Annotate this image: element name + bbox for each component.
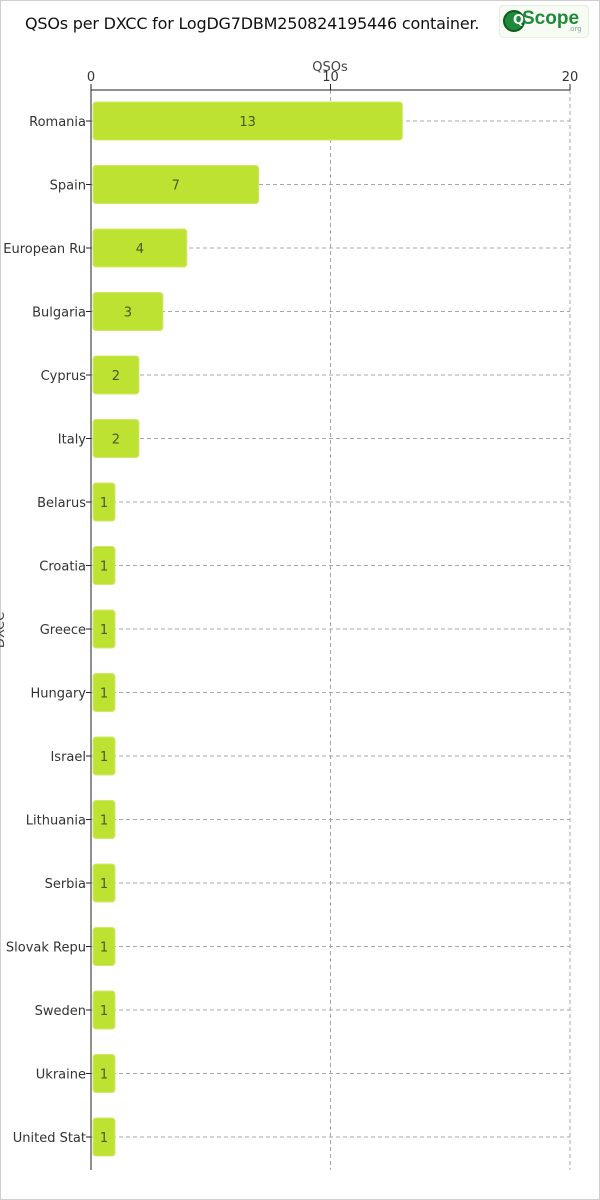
bar: [92, 736, 116, 776]
category-label: Bulgaria: [32, 306, 86, 321]
chart-title: QSOs per DXCC for LogDG7DBM250824195446 …: [25, 14, 480, 33]
bar-value-label: 1: [100, 1004, 108, 1019]
bar-value-label: 1: [100, 560, 108, 575]
y-axis-title: DXCC: [0, 612, 8, 648]
category-label: Israel: [50, 750, 86, 765]
category-label: United Stat: [13, 1131, 86, 1146]
bar-value-label: 1: [100, 941, 108, 956]
logo-subtext: .org: [568, 25, 582, 33]
x-tick-label: 20: [562, 70, 579, 85]
bar: [92, 228, 188, 268]
category-label: Cyprus: [41, 369, 87, 384]
bar-value-label: 1: [100, 877, 108, 892]
bar-value-label: 7: [172, 179, 180, 194]
bar-value-label: 1: [100, 750, 108, 765]
bar-value-label: 1: [100, 496, 108, 511]
bar: [92, 355, 140, 395]
x-axis-title: QSOs: [312, 60, 348, 75]
x-tick-label: 0: [87, 70, 95, 85]
bar-value-label: 1: [100, 623, 108, 638]
bar-value-label: 1: [100, 814, 108, 829]
magnifier-icon: Q: [503, 10, 525, 32]
category-label: Greece: [40, 623, 86, 638]
bar-value-label: 1: [100, 1068, 108, 1083]
category-label: Croatia: [39, 560, 86, 575]
bar-value-label: 4: [136, 242, 144, 257]
logo-text: Scope: [522, 8, 580, 29]
bar: [92, 673, 116, 712]
category-label: Spain: [50, 179, 86, 194]
category-label: Romania: [29, 115, 86, 130]
bar: [92, 1117, 116, 1157]
category-label: Sweden: [35, 1004, 86, 1019]
category-label: Hungary: [30, 687, 86, 702]
x-tick-label: 10: [322, 70, 339, 85]
bar: [92, 863, 116, 903]
bar-value-label: 2: [112, 369, 120, 384]
category-label: Belarus: [37, 496, 86, 511]
logo-mark-letter: Q: [513, 13, 525, 28]
category-label: Ukraine: [36, 1068, 86, 1083]
bar-value-label: 13: [239, 115, 256, 130]
bar-value-label: 2: [112, 433, 120, 448]
bar: [92, 927, 116, 966]
category-label: European Ru: [3, 242, 86, 257]
bar: [92, 419, 140, 458]
bar: [92, 482, 116, 522]
bar-value-label: 3: [124, 306, 132, 321]
bar: [92, 1054, 116, 1093]
category-label: Serbia: [45, 877, 86, 892]
bar: [92, 292, 164, 331]
qscope-logo[interactable]: Q Scope .org: [499, 5, 589, 38]
bar: [92, 800, 116, 839]
bar: [92, 990, 116, 1030]
category-label: Lithuania: [26, 814, 86, 829]
bar: [92, 609, 116, 649]
category-label: Italy: [58, 433, 87, 448]
category-label: Slovak Repu: [6, 941, 86, 956]
bar: [92, 101, 403, 141]
bar: [92, 546, 116, 585]
bar-value-label: 1: [100, 687, 108, 702]
bar: [92, 165, 260, 204]
bar-value-label: 1: [100, 1131, 108, 1146]
